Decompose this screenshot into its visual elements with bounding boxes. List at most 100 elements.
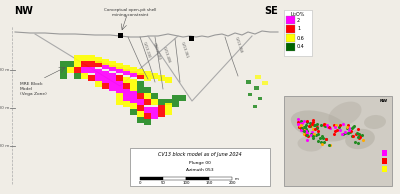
Bar [136, 81, 144, 87]
Bar [122, 65, 130, 71]
Bar [130, 85, 136, 91]
Bar [122, 83, 130, 89]
Bar [74, 61, 80, 67]
Bar [108, 65, 116, 71]
Bar [130, 67, 136, 73]
Bar [144, 75, 150, 81]
Bar [136, 73, 144, 79]
Bar [189, 36, 194, 41]
Bar [74, 55, 80, 61]
Bar [258, 96, 262, 100]
Bar [108, 73, 116, 79]
Bar [140, 177, 163, 180]
Bar [122, 95, 130, 101]
Bar [255, 75, 261, 79]
Bar [122, 101, 130, 107]
Bar [108, 61, 116, 67]
Text: -100 m: -100 m [0, 68, 9, 72]
Bar [172, 101, 178, 107]
Bar [102, 71, 108, 77]
Bar [150, 107, 158, 113]
Bar [60, 67, 66, 73]
Text: CV13-330: CV13-330 [142, 41, 151, 59]
Text: -200 m: -200 m [0, 106, 9, 110]
Bar [80, 55, 88, 61]
Bar [116, 75, 122, 81]
Text: 100: 100 [182, 181, 190, 185]
Bar [248, 93, 252, 95]
Bar [74, 67, 80, 73]
Bar [158, 75, 164, 81]
Bar [144, 87, 150, 93]
Bar [164, 103, 172, 109]
Bar [286, 34, 295, 42]
Text: 1: 1 [297, 27, 300, 31]
Bar [74, 73, 80, 79]
Text: 50: 50 [160, 181, 166, 185]
Bar [94, 75, 102, 81]
Bar [80, 67, 88, 73]
Bar [158, 105, 164, 111]
Bar [116, 67, 122, 73]
Bar [262, 81, 268, 85]
Bar [150, 99, 158, 105]
Bar [158, 99, 164, 105]
Text: CV13-406: CV13-406 [162, 46, 171, 64]
Bar [116, 99, 122, 105]
Bar [122, 89, 130, 95]
Bar [144, 119, 150, 125]
Text: Conceptual open-pit shell
mining constraint: Conceptual open-pit shell mining constra… [104, 8, 156, 17]
Bar [164, 77, 172, 83]
Bar [130, 79, 136, 85]
Bar [382, 166, 387, 172]
Bar [284, 96, 392, 186]
Text: CBG-VG03: CBG-VG03 [152, 42, 162, 61]
Ellipse shape [328, 102, 362, 126]
Bar [130, 148, 270, 186]
Bar [382, 158, 387, 164]
Bar [102, 63, 108, 69]
Bar [94, 69, 102, 75]
Bar [118, 33, 123, 38]
Bar [10, 6, 280, 186]
Bar [130, 109, 136, 115]
Bar [108, 79, 116, 85]
Bar [116, 87, 122, 93]
Bar [209, 177, 232, 180]
Bar [60, 73, 66, 79]
Bar [253, 105, 257, 107]
Bar [144, 113, 150, 119]
Bar [116, 81, 122, 87]
Bar [178, 95, 186, 101]
Bar [102, 83, 108, 89]
Bar [144, 93, 150, 99]
Bar [246, 80, 250, 84]
Text: SE: SE [264, 6, 278, 16]
Bar [122, 77, 130, 83]
Text: CV13 block model as of June 2024: CV13 block model as of June 2024 [158, 152, 242, 157]
Text: m: m [235, 177, 239, 180]
Text: NW: NW [380, 99, 388, 103]
Text: 150: 150 [205, 181, 213, 185]
Text: 0: 0 [139, 181, 141, 185]
Bar [122, 69, 130, 75]
Bar [284, 10, 312, 56]
Bar [116, 93, 122, 99]
Bar [94, 81, 102, 87]
Bar [116, 63, 122, 69]
Text: 0.6: 0.6 [297, 36, 305, 41]
Bar [136, 117, 144, 123]
Bar [136, 99, 144, 105]
Text: MRE Block
Model
(Vega Zone): MRE Block Model (Vega Zone) [20, 82, 47, 96]
Bar [130, 103, 136, 109]
Bar [144, 107, 150, 113]
Bar [172, 95, 178, 101]
Bar [163, 177, 186, 180]
Bar [130, 71, 136, 77]
Bar [186, 177, 209, 180]
Text: 2: 2 [297, 17, 300, 23]
Bar [130, 91, 136, 97]
Bar [60, 61, 66, 67]
Bar [102, 59, 108, 65]
Bar [80, 73, 88, 79]
